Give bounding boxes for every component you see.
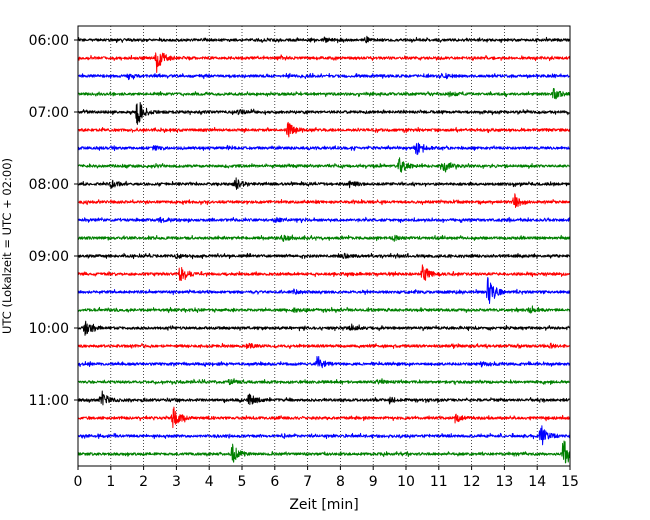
trace-0915 — [77, 264, 571, 282]
x-tick-label: 14 — [528, 474, 546, 490]
trace-0630 — [77, 72, 571, 81]
x-tick-label: 7 — [303, 474, 312, 490]
x-tick-label: 1 — [106, 474, 115, 490]
trace-0830 — [77, 216, 571, 224]
x-tick-label: 11 — [430, 474, 448, 490]
x-axis-ticks: 0 1 2 3 4 5 6 7 8 9 10 11 12 13 14 15 — [74, 466, 579, 490]
seismogram-traces — [77, 35, 571, 464]
trace-1130 — [77, 425, 571, 446]
trace-0715 — [77, 121, 571, 138]
y-tick-label: 07:00 — [29, 105, 69, 121]
y-axis-ticks: 06:00 07:00 08:00 09:00 10:00 11:00 — [29, 33, 78, 409]
x-tick-label: 13 — [495, 474, 513, 490]
y-tick-label: 10:00 — [29, 321, 69, 337]
trace-0730 — [77, 142, 571, 156]
trace-1015 — [77, 342, 571, 350]
y-tick-label: 06:00 — [29, 33, 69, 49]
trace-0615 — [77, 52, 571, 74]
trace-0900 — [77, 252, 571, 260]
x-tick-label: 8 — [336, 474, 345, 490]
x-tick-label: 15 — [561, 474, 579, 490]
trace-0945 — [77, 305, 571, 314]
trace-0745 — [77, 157, 571, 173]
trace-1045 — [77, 378, 571, 386]
trace-1115 — [77, 406, 571, 429]
x-tick-label: 2 — [139, 474, 148, 490]
vertical-grid — [110, 26, 538, 466]
y-axis-label: UTC (Lokalzeit = UTC + 02:00) — [0, 158, 14, 334]
trace-1100 — [77, 390, 571, 406]
y-tick-label: 09:00 — [29, 249, 69, 265]
x-tick-label: 9 — [369, 474, 378, 490]
x-tick-label: 3 — [172, 474, 181, 490]
x-tick-label: 4 — [205, 474, 214, 490]
y-tick-label: 11:00 — [29, 393, 69, 409]
x-tick-label: 0 — [74, 474, 83, 490]
x-tick-label: 10 — [397, 474, 415, 490]
trace-0815 — [77, 193, 571, 208]
trace-1145 — [77, 440, 571, 464]
y-tick-label: 08:00 — [29, 177, 69, 193]
x-axis-label: Zeit [min] — [289, 497, 358, 513]
x-tick-label: 6 — [270, 474, 279, 490]
trace-0800 — [77, 177, 571, 190]
trace-0700 — [77, 102, 571, 125]
trace-1030 — [77, 355, 571, 369]
trace-1000 — [77, 320, 571, 336]
plot-frame — [77, 25, 571, 467]
trace-0645 — [77, 87, 571, 100]
x-tick-label: 5 — [238, 474, 247, 490]
trace-0930 — [77, 277, 571, 304]
x-tick-label: 12 — [463, 474, 481, 490]
trace-0845 — [77, 234, 571, 242]
trace-0600 — [77, 35, 571, 44]
